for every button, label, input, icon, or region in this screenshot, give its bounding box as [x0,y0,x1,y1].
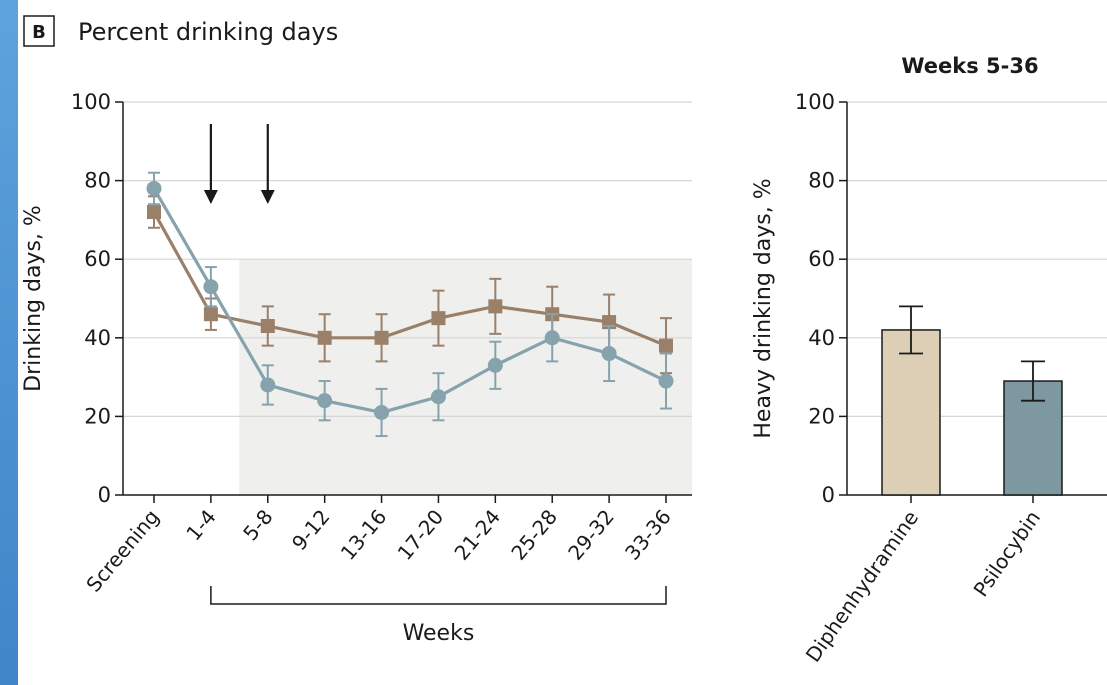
y-tick-label: 20 [84,404,111,428]
data-point [260,319,275,334]
data-point [317,330,332,345]
y-tick-label: 0 [98,483,111,507]
bar-category-label: Diphenhydramine [801,506,923,666]
data-point [658,373,674,389]
dose-arrow-head [260,190,275,204]
dose-arrows [203,124,275,204]
panel-letter: B [32,22,46,43]
data-point [203,279,219,295]
series-line [152,211,667,348]
y-tick-label: 20 [808,404,835,428]
dose-arrow-head [203,190,218,204]
bar-chart-bars: Diphenhydramine Psilocybin [801,305,1063,667]
data-point [147,205,161,220]
treatment-period-shading [239,259,693,495]
data-point [659,338,673,353]
data-point [374,330,389,345]
bar-chart-title: Weeks 5-36 [901,54,1038,78]
panel-header: B Percent drinking days [23,15,338,47]
x-tick-label: 1-4 [181,505,220,545]
bar-diphenhydramine [881,329,941,496]
data-point [146,180,162,196]
x-tick-label: 17-20 [393,505,449,565]
y-tick-label: 100 [71,90,111,114]
chart-figure: B Percent drinking days 0 20 40 60 80 100 Scr… [21,15,1107,667]
bar-chart: Weeks 5-36 0 20 40 60 80 100 Diphenhydramine P… [751,54,1107,667]
data-point [544,330,560,346]
x-tick-label: Screening [81,505,163,597]
data-point [374,404,390,420]
series-psilocybin [146,171,674,438]
data-point [260,377,276,393]
y-tick-label: 60 [808,247,835,271]
line-chart-gridlines [123,101,692,417]
x-tick-label: 9-12 [287,505,335,555]
x-tick-label: 33-36 [620,505,676,565]
figure-panel: B Percent drinking days 0 20 40 60 80 100 Scr… [18,0,1107,685]
y-tick-label: 100 [795,90,835,114]
y-tick-label: 40 [808,326,835,350]
data-point [203,307,218,322]
y-tick-label: 40 [84,326,111,350]
line-chart-series [146,171,674,438]
line-chart: 0 20 40 60 80 100 Screening 1-4 5-8 9-12 13-16 17-… [21,90,693,646]
weeks-bracket [210,586,667,605]
data-point [601,346,617,362]
panel-title: Percent drinking days [78,18,338,46]
bar-category-label: Psilocybin [969,506,1046,601]
x-tick-label: 25-28 [506,505,562,565]
y-tick-label: 0 [822,483,835,507]
x-tick-label: 13-16 [336,505,392,565]
panel-letter-box [23,15,55,47]
line-chart-x-ticks: Screening 1-4 5-8 9-12 13-16 17-20 21-24 25-28 2… [81,495,676,597]
data-point [317,393,333,409]
series-diphenhydramine [147,195,673,375]
x-tick-label: 29-32 [563,505,619,565]
line-chart-y-ticks: 0 20 40 60 80 100 [71,90,123,507]
line-chart-y-title: Drinking days, % [21,205,46,392]
data-point [488,299,503,314]
data-point [431,311,446,326]
data-point [487,357,503,373]
data-point [430,389,446,405]
x-tick-label: 21-24 [449,505,505,565]
bar-chart-y-ticks: 0 20 40 60 80 100 [795,90,847,507]
x-tick-label: 5-8 [238,505,277,545]
y-tick-label: 60 [84,247,111,271]
line-chart-x-title: Weeks [403,621,475,646]
y-tick-label: 80 [808,169,835,193]
y-tick-label: 80 [84,169,111,193]
bar-chart-y-title: Heavy drinking days, % [751,178,776,438]
series-line [152,187,667,415]
